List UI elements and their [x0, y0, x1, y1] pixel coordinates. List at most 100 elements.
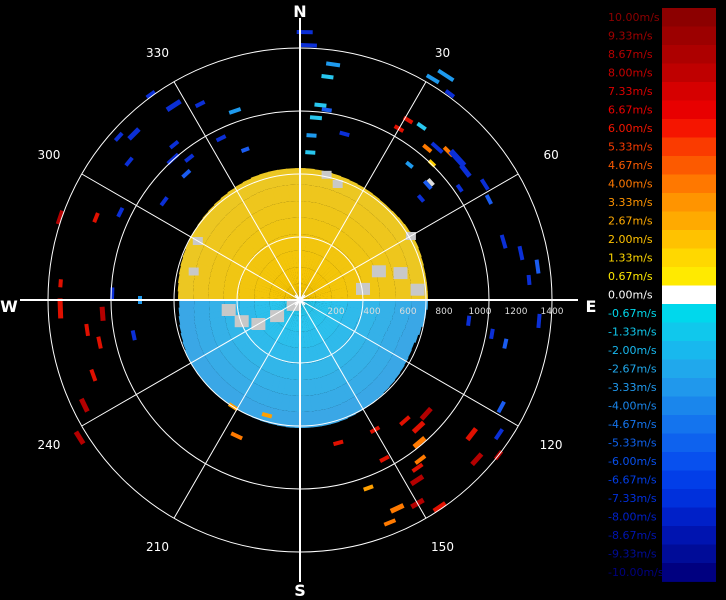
legend-label: 6.67m/s [608, 104, 653, 117]
echo-fragment [165, 99, 182, 112]
legend-label: 8.00m/s [608, 67, 653, 80]
echo-cell [374, 349, 392, 365]
echo-cell [300, 294, 316, 300]
echo-cell [335, 385, 349, 404]
echo-cell [192, 357, 211, 375]
echo-cell [339, 236, 354, 253]
echo-cell [223, 345, 240, 361]
echo-cell [249, 193, 264, 212]
echo-cell [228, 325, 245, 337]
echo-cell [274, 279, 288, 291]
echo-cell [269, 221, 281, 239]
echo-cell [314, 286, 331, 295]
echo-cell [285, 330, 293, 347]
echo-fragment [57, 298, 64, 319]
zero-velocity-patch [234, 315, 249, 328]
azimuth-label: 30 [435, 46, 450, 60]
echo-cell [339, 262, 356, 275]
echo-cell [256, 208, 270, 227]
echo-cell [193, 305, 210, 315]
echo-cell [268, 323, 281, 338]
echo-fragment [383, 518, 397, 527]
legend-label: 10.00m/s [608, 11, 660, 24]
color-legend: 10.00m/s 9.33m/s 8.67m/s 8.00m/s 7.33m/s 6.67… [608, 8, 716, 582]
echo-cell [273, 326, 285, 341]
echo-cell [360, 386, 378, 405]
echo-cell [289, 379, 298, 396]
echo-fragment [363, 484, 374, 492]
echo-cell [294, 331, 299, 348]
echo-cell [223, 294, 240, 300]
velocity-echo-layer [177, 168, 429, 428]
echo-cell [329, 249, 344, 265]
legend-swatch [662, 82, 716, 101]
echo-cell [347, 336, 363, 351]
legend-label: 7.33m/s [608, 85, 653, 98]
echo-fragment [58, 279, 63, 288]
echo-cell [366, 381, 384, 400]
echo-cell [268, 340, 280, 357]
echo-fragment [261, 411, 273, 419]
echo-cell [208, 293, 224, 300]
echo-cell [221, 386, 239, 405]
azimuth-label: 300 [37, 148, 60, 162]
echo-cell [294, 250, 300, 268]
legend-label: 4.00m/s [608, 178, 653, 191]
echo-cell [302, 379, 310, 396]
echo-cell [178, 306, 195, 317]
echo-cell [334, 368, 348, 386]
echo-cell [302, 201, 311, 219]
echo-cell [210, 228, 228, 244]
echo-cell [338, 346, 353, 363]
echo-fragment [230, 431, 243, 441]
echo-cell [327, 310, 343, 319]
echo-fragment [215, 134, 227, 143]
legend-label: 3.33m/s [608, 196, 653, 209]
legend-swatch [662, 396, 716, 416]
echo-cell [306, 218, 315, 236]
echo-cell [380, 337, 398, 351]
range-tick-label: 600 [399, 307, 416, 317]
echo-cell [264, 356, 277, 374]
echo-cell [330, 304, 347, 311]
echo-cell [280, 361, 289, 379]
echo-cell [325, 207, 338, 225]
echo-fragment [422, 143, 433, 154]
echo-fragment [465, 427, 478, 442]
echo-cell [347, 303, 364, 310]
echo-cell [285, 314, 295, 330]
echo-cell [349, 224, 365, 241]
echo-cell [375, 204, 393, 223]
echo-cell [309, 394, 320, 412]
echo-fragment [339, 130, 350, 138]
echo-cell [197, 254, 215, 268]
echo-cell [311, 328, 321, 345]
echo-cell [300, 300, 306, 316]
echo-cell [270, 287, 286, 295]
echo-cell [310, 276, 324, 289]
echo-cell [314, 284, 330, 294]
echo-cell [331, 332, 345, 347]
echo-cell [242, 240, 258, 256]
echo-cell [374, 227, 392, 244]
echo-cell [365, 243, 383, 258]
echo-cell [239, 282, 256, 291]
echo-cell [193, 284, 209, 294]
echo-cell [285, 362, 294, 380]
echo-cell [267, 241, 279, 258]
echo-cell [367, 331, 384, 344]
echo-cell [178, 290, 194, 300]
echo-fragment [466, 315, 472, 326]
echo-cell [326, 337, 339, 353]
echo-cell [366, 360, 384, 377]
legend-label: -8.67m/s [608, 529, 657, 542]
echo-cell [260, 354, 273, 371]
echo-cell [332, 252, 347, 267]
echo-cell [282, 201, 292, 219]
echo-cell [239, 286, 255, 294]
echo-fragment [169, 139, 180, 150]
echo-cell [208, 280, 225, 290]
echo-cell [269, 358, 281, 376]
echo-fragment [416, 121, 427, 131]
echo-cell [272, 392, 284, 410]
